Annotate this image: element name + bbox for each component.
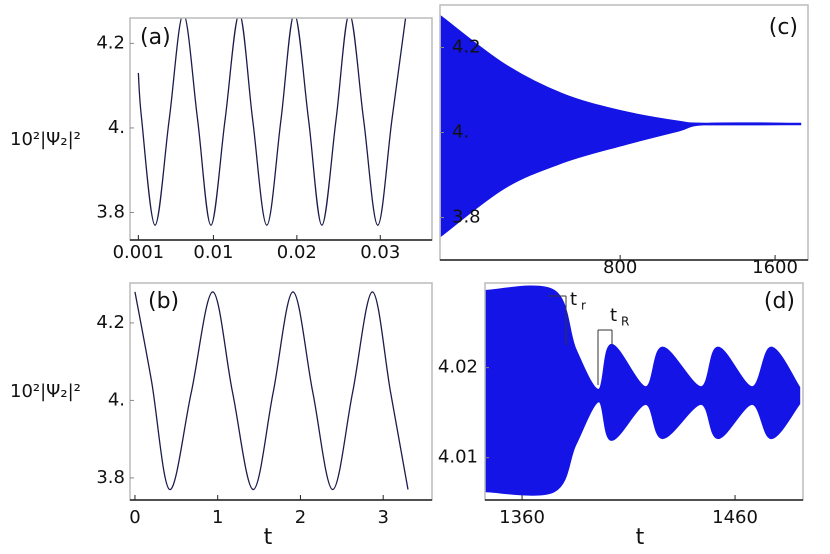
- y-tick-label: 4.: [108, 117, 125, 138]
- envelope-band: [440, 15, 802, 238]
- envelope-band: [485, 285, 801, 496]
- plot-area: [485, 285, 801, 496]
- x-axis-label: t: [636, 525, 645, 550]
- y-tick-label: 3.8: [96, 202, 125, 223]
- panel-label: (d): [764, 289, 795, 314]
- y-tick-label: 4.2: [96, 312, 125, 333]
- plot-frame: [129, 282, 433, 501]
- plot-area: [134, 291, 409, 491]
- x-tick-label: 0.03: [360, 242, 400, 263]
- x-tick-label: 0.001: [113, 242, 165, 263]
- panel-label: (c): [769, 15, 798, 40]
- annotation-subscript: R: [621, 315, 629, 329]
- x-tick-label: 0: [129, 507, 140, 528]
- y-tick-label: 4.: [108, 389, 125, 410]
- data-line: [137, 18, 407, 226]
- x-tick-label: 0.02: [277, 242, 317, 263]
- x-tick-label: 1460: [712, 507, 758, 528]
- y-axis-label: 10²|Ψ₂|²: [10, 129, 81, 150]
- plot-area: [137, 18, 407, 226]
- x-tick-label: 1600: [752, 257, 798, 278]
- panel-label: (b): [148, 289, 179, 314]
- y-tick-label: 3.8: [452, 207, 481, 228]
- x-tick-label: 0.01: [193, 242, 233, 263]
- y-tick-label: 4.01: [438, 447, 478, 468]
- y-tick-label: 3.8: [96, 467, 125, 488]
- x-tick-label: 800: [603, 257, 637, 278]
- y-tick-label: 4.02: [438, 357, 478, 378]
- x-tick-label: 1: [212, 507, 223, 528]
- x-axis-label: t: [264, 525, 273, 550]
- y-tick-label: 4.2: [96, 32, 125, 53]
- panel-label: (a): [140, 25, 171, 50]
- y-tick-label: 4.2: [452, 37, 481, 58]
- data-line: [134, 291, 409, 491]
- x-tick-label: 3: [377, 507, 388, 528]
- y-axis-label: 10²|Ψ₂|²: [10, 381, 81, 402]
- x-tick-label: 1360: [499, 507, 545, 528]
- x-tick-label: 2: [295, 507, 306, 528]
- annotation-text: t: [570, 289, 577, 310]
- y-tick-label: 4.: [452, 122, 469, 143]
- plot-area: [440, 15, 802, 238]
- annotation-text: t: [610, 305, 617, 326]
- annotation-subscript: r: [581, 299, 586, 313]
- plot-frame: [129, 17, 433, 241]
